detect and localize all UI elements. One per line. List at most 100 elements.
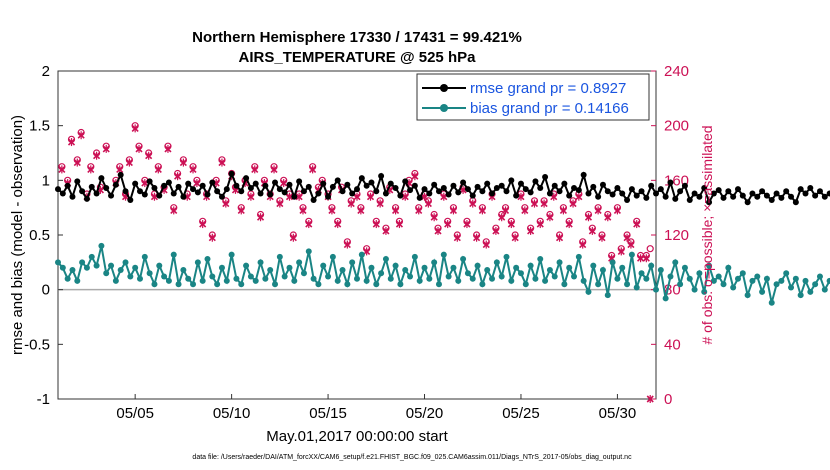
rmse-point <box>450 182 457 189</box>
rmse-point <box>397 192 404 199</box>
rmse-point <box>619 190 626 197</box>
bias-point <box>59 264 66 271</box>
rmse-point <box>190 186 197 193</box>
x-tick-label: 05/25 <box>502 405 540 422</box>
bias-point <box>633 284 640 291</box>
bias-point <box>580 277 587 284</box>
left-y-tick-label: 0 <box>42 282 50 299</box>
bias-point <box>320 262 327 269</box>
rmse-point <box>812 192 819 199</box>
rmse-point <box>816 188 823 195</box>
bias-point <box>146 270 153 277</box>
obs-assimilated-point <box>102 144 110 153</box>
rmse-series <box>55 170 830 206</box>
bias-point <box>238 281 245 288</box>
rmse-point <box>672 195 679 202</box>
obs-assimilated-point <box>430 213 438 222</box>
rmse-point <box>792 199 799 206</box>
bias-point <box>542 277 549 284</box>
rmse-point <box>489 190 496 197</box>
obs-assimilated-point <box>546 213 554 222</box>
rmse-point <box>185 180 192 187</box>
bias-point <box>402 266 409 273</box>
bias-point <box>508 277 515 284</box>
rmse-point <box>768 197 775 204</box>
rmse-point <box>522 186 529 193</box>
rmse-point <box>329 183 336 190</box>
rmse-point <box>464 186 471 193</box>
rmse-point <box>151 184 158 191</box>
bias-point <box>69 266 76 273</box>
rmse-point <box>696 193 703 200</box>
obs-assimilated-point <box>646 395 654 403</box>
rmse-point <box>79 188 86 195</box>
obs-assimilated-point <box>498 213 506 222</box>
bias-point <box>503 253 510 260</box>
bias-point <box>233 275 240 282</box>
right-y-axis-label: # of obs: o=possible; ×=assimilated <box>699 125 715 344</box>
bias-point <box>339 266 346 273</box>
bias-point <box>754 273 761 280</box>
x-axis-label: May.01,2017 00:00:00 start <box>266 428 448 445</box>
bias-point <box>358 251 365 258</box>
bias-point <box>93 262 100 269</box>
bias-point <box>165 277 172 284</box>
bias-point <box>604 292 611 299</box>
rmse-point <box>614 184 621 191</box>
rmse-point <box>122 188 129 195</box>
rmse-point <box>296 178 303 185</box>
rmse-point <box>382 190 389 197</box>
bias-point <box>802 277 809 284</box>
bias-point <box>223 277 230 284</box>
rmse-point <box>556 188 563 195</box>
rmse-point <box>609 191 616 198</box>
rmse-point <box>710 190 717 197</box>
bias-point <box>464 270 471 277</box>
rmse-point <box>117 171 124 178</box>
rmse-point <box>267 191 274 198</box>
obs-assimilated-point <box>395 220 404 229</box>
obs-assimilated-point <box>424 199 432 208</box>
bias-point <box>354 275 360 282</box>
obs-assimilated-point <box>154 165 162 174</box>
bias-point <box>151 281 158 288</box>
rmse-point <box>175 183 182 190</box>
bias-point <box>653 286 659 293</box>
rmse-point <box>291 193 298 200</box>
obs-assimilated-point <box>579 240 587 249</box>
rmse-point <box>604 188 611 195</box>
rmse-point <box>667 179 674 186</box>
bias-point <box>778 277 785 284</box>
rmse-point <box>392 184 399 191</box>
rmse-point <box>561 180 568 187</box>
rmse-point <box>315 190 322 197</box>
obs-assimilated-point <box>222 199 230 208</box>
bias-point <box>175 281 182 288</box>
bias-point <box>691 286 698 293</box>
left-y-tick-label: -1 <box>37 391 50 408</box>
bias-point <box>537 256 544 263</box>
bias-point <box>561 281 568 288</box>
bias-point <box>681 264 688 271</box>
bias-point <box>474 262 481 269</box>
rmse-point <box>725 188 732 195</box>
rmse-point <box>662 193 669 200</box>
obs-assimilated-point <box>540 199 548 208</box>
rmse-point <box>112 181 119 188</box>
rmse-point <box>156 192 163 199</box>
rmse-point <box>797 186 804 193</box>
rmse-point <box>643 194 650 201</box>
bias-point <box>397 281 404 288</box>
bias-point <box>325 273 332 280</box>
obs-assimilated-point <box>179 158 187 167</box>
bias-point <box>739 270 746 277</box>
bias-point <box>513 264 520 271</box>
rmse-point <box>209 179 216 186</box>
rmse-point <box>344 181 351 188</box>
rmse-point <box>715 187 722 194</box>
obs-assimilated-point <box>633 220 641 229</box>
bias-point <box>768 299 775 306</box>
obs-assimilated-point <box>251 165 259 174</box>
obs-assimilated-point <box>588 226 596 235</box>
bias-point <box>672 259 679 266</box>
